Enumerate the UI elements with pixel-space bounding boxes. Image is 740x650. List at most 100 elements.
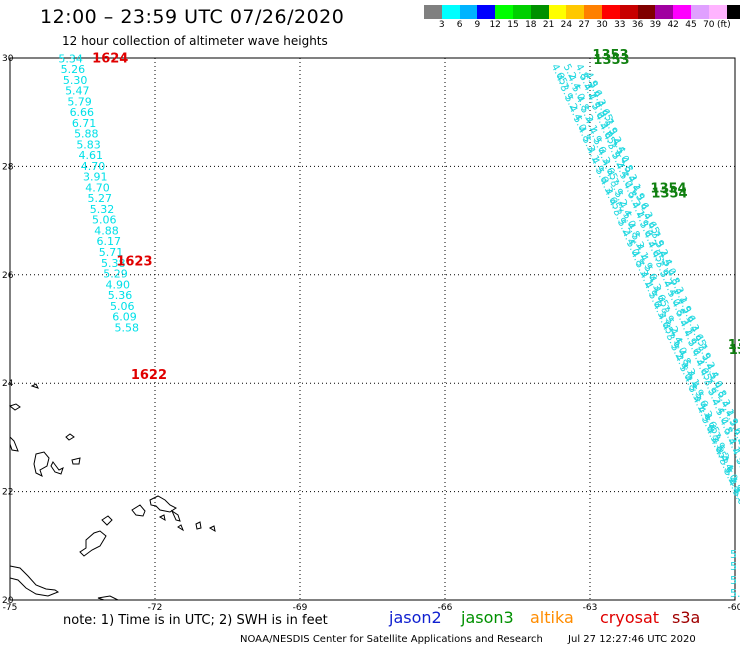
legend-label: 15 — [507, 20, 519, 30]
lat-tick-label: 22 — [2, 488, 13, 498]
wave-height-value: 4.1 — [735, 496, 740, 515]
legend-swatch — [655, 5, 674, 19]
legend-swatch — [566, 5, 585, 19]
wave-height-value: 4.3 — [730, 427, 740, 446]
lat-tick-label: 30 — [2, 54, 14, 64]
page-title: 12:00 – 23:59 UTC 07/26/2020 — [40, 6, 345, 28]
legend-label: 33 — [614, 20, 626, 30]
legend-swatch — [530, 5, 549, 19]
footer-note: note: 1) Time is in UTC; 2) SWH is in fe… — [63, 613, 328, 628]
legend-unit: (ft) — [717, 20, 731, 30]
wave-height-value: 5.4 — [730, 587, 740, 600]
coastline — [131, 504, 146, 517]
legend-label: 18 — [525, 20, 537, 30]
wave-height-value: 3.91 — [83, 171, 108, 184]
wave-height-value: 5.83 — [76, 138, 101, 151]
footer-credit: NOAA/NESDIS Center for Satellite Applica… — [240, 634, 696, 645]
lon-tick-label: -75 — [3, 603, 18, 613]
wave-height-value: 5.27 — [88, 192, 113, 205]
lat-tick-label: 20 — [2, 596, 14, 606]
lon-tick-label: -69 — [293, 603, 308, 613]
wave-height-value: 5.79 — [67, 95, 92, 108]
wave-height-value: 5.47 — [65, 85, 90, 98]
pass-id-label: 1623 — [116, 255, 152, 270]
page-subtitle: 12 hour collection of altimeter wave hei… — [62, 34, 328, 48]
coastline — [71, 457, 81, 465]
coastline — [79, 530, 107, 557]
pass-id-label: 1622 — [131, 368, 167, 383]
wave-height-value: 5.06 — [92, 214, 117, 227]
legend-label: 9 — [474, 20, 481, 30]
legend-label: 36 — [631, 20, 644, 30]
pass-id-label-shadow: 1354 — [651, 186, 687, 201]
legend-label: 27 — [578, 20, 590, 30]
wave-height-value: 6.66 — [70, 106, 95, 119]
wave-height-value: 5.26 — [61, 63, 86, 76]
pass-id-label: 1355 — [728, 338, 740, 353]
wave-height-value: 6.71 — [72, 117, 97, 130]
legend-swatch — [619, 5, 638, 19]
wave-height-value: 4.70 — [85, 181, 110, 194]
coastline — [208, 525, 216, 533]
legend-swatch — [637, 5, 656, 19]
legend-label: 30 — [596, 20, 608, 30]
legend-swatch — [441, 5, 460, 19]
wave-height-value: 6.09 — [112, 311, 137, 324]
wave-height-value: 5 — [730, 560, 737, 573]
legend-swatch — [673, 5, 691, 19]
wave-height-value: 4.90 — [106, 278, 130, 291]
pass-id-label: 1624 — [92, 51, 128, 66]
legend-label: 3 — [438, 20, 445, 30]
legend-label: 45 — [685, 20, 697, 30]
lon-tick-label: -63 — [583, 603, 598, 613]
legend-label: 6 — [456, 20, 463, 30]
legend-label: 21 — [542, 20, 555, 30]
legend-swatch — [512, 5, 531, 19]
coastline — [8, 403, 21, 411]
legend-label: 70 — [703, 20, 715, 30]
legend-label: 42 — [667, 20, 679, 30]
coastline — [33, 451, 50, 477]
pass-id-label: 1353 — [592, 48, 628, 63]
wave-height-value: 5.38 — [101, 257, 126, 270]
wave-height-value: 4.70 — [81, 160, 106, 173]
legend-swatch — [424, 5, 442, 19]
wave-height-value: 4.9 — [729, 446, 740, 465]
satellite-label-s3a: s3a — [672, 608, 701, 627]
legend-swatch — [495, 5, 513, 19]
wave-height-value: 5.30 — [63, 74, 88, 87]
coastline — [149, 495, 177, 513]
coastline — [97, 595, 119, 601]
coastline — [65, 433, 75, 441]
coastline — [195, 521, 202, 530]
wave-height-value: 5.34 — [58, 52, 82, 65]
pass-id-label-shadow: 1355 — [729, 343, 740, 358]
wave-height-value: 4.61 — [79, 149, 104, 162]
wave-height-value: 5.58 — [115, 321, 140, 334]
map-frame — [9, 57, 736, 601]
wave-height-color-legend — [424, 5, 740, 19]
coastline — [50, 461, 64, 475]
lat-tick-label: 28 — [2, 162, 14, 172]
wave-height-value: 5.71 — [99, 246, 124, 259]
legend-label: 39 — [649, 20, 662, 30]
credit-text: NOAA/NESDIS Center for Satellite Applica… — [240, 634, 543, 645]
wave-height-value: 5 — [730, 574, 737, 587]
coastline — [170, 509, 181, 522]
pass-id-label-shadow: 1353 — [593, 53, 629, 68]
satellite-label-altika: altika — [530, 608, 574, 627]
lon-tick-label: -66 — [438, 603, 453, 613]
legend-swatch — [459, 5, 478, 19]
wave-height-value: 5.32 — [90, 203, 115, 216]
legend-swatch — [601, 5, 620, 19]
wave-height-value: 4.88 — [94, 224, 119, 237]
coastline — [30, 383, 39, 389]
satellite-label-cryosat: cryosat — [600, 608, 660, 627]
wave-height-value: 5.88 — [74, 128, 99, 141]
legend-swatch — [708, 5, 727, 19]
lat-tick-label: 24 — [2, 379, 14, 389]
wave-height-value: 5.0 — [730, 488, 740, 507]
coastline — [9, 565, 60, 597]
